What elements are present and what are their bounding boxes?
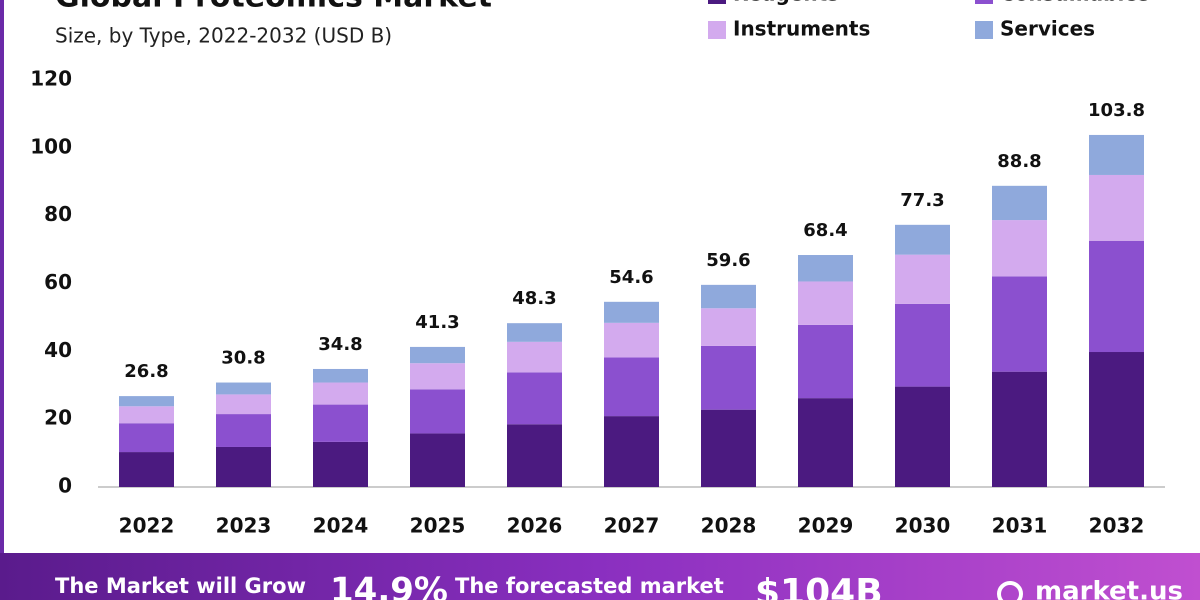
- bar-segment: [604, 416, 659, 487]
- x-tick-label: 2023: [216, 514, 272, 538]
- bar-segment: [992, 220, 1047, 277]
- x-tick-label: 2022: [119, 514, 175, 538]
- bar-segment: [895, 254, 950, 304]
- bar-segment: [701, 284, 756, 309]
- bar-segment: [992, 276, 1047, 372]
- bar-segment: [313, 441, 368, 487]
- legend-label: Services: [1000, 17, 1095, 41]
- bar-segment: [410, 389, 465, 434]
- bar-segment: [1089, 352, 1144, 487]
- total-label: 77.3: [900, 190, 944, 211]
- bar-segment: [992, 185, 1047, 221]
- x-tick-label: 2027: [604, 514, 660, 538]
- chart-title: Global Proteomics Market: [55, 0, 492, 15]
- x-tick-label: 2029: [798, 514, 854, 538]
- bar-segment: [1089, 174, 1144, 241]
- bar-segment: [216, 394, 271, 415]
- bar-segment: [895, 224, 950, 255]
- legend-swatch: [708, 0, 726, 4]
- bar-segment: [507, 323, 562, 342]
- total-label: 54.6: [609, 267, 653, 288]
- legend-swatch: [708, 21, 726, 39]
- total-label: 48.3: [512, 288, 556, 309]
- x-tick-label: 2026: [507, 514, 563, 538]
- bar-segment: [798, 281, 853, 325]
- bar-segment: [216, 414, 271, 447]
- total-label: 88.8: [997, 151, 1041, 172]
- bar-segment: [119, 452, 174, 487]
- banner-text: The Market will Grow: [55, 574, 306, 598]
- bar-segment: [604, 357, 659, 417]
- total-label: 103.8: [1088, 100, 1145, 121]
- x-tick-label: 2031: [992, 514, 1048, 538]
- bar-segment: [701, 409, 756, 487]
- bar-segment: [119, 406, 174, 424]
- bar-segment: [119, 423, 174, 453]
- legend: Reagents Consumables Instruments Services: [708, 0, 1150, 41]
- bar-segment: [798, 398, 853, 487]
- y-tick-label: 120: [30, 67, 72, 91]
- x-tick-label: 2025: [410, 514, 466, 538]
- bar-segment: [992, 371, 1047, 487]
- legend-label: Reagents: [733, 0, 839, 6]
- bar-segment: [313, 382, 368, 405]
- x-tick-label: 2024: [313, 514, 369, 538]
- y-tick-label: 80: [44, 202, 72, 226]
- y-tick-label: 40: [44, 338, 72, 362]
- bar-segment: [604, 322, 659, 358]
- y-tick-label: 60: [44, 270, 72, 294]
- banner-text: The forecasted market: [455, 574, 724, 598]
- bar-segment: [507, 341, 562, 373]
- bar-segment: [895, 303, 950, 387]
- total-label: 68.4: [803, 220, 847, 241]
- banner-cagr: 14.9%: [330, 571, 448, 600]
- bar-segment: [1089, 240, 1144, 353]
- legend-label: Consumables: [1000, 0, 1150, 6]
- bar-segment: [701, 308, 756, 346]
- total-label: 34.8: [318, 334, 362, 355]
- brand-logo: [997, 581, 1023, 600]
- bar-segment: [895, 386, 950, 487]
- total-label: 26.8: [124, 361, 168, 382]
- bar-segment: [410, 346, 465, 364]
- y-tick-label: 0: [58, 474, 72, 498]
- bar-segment: [798, 324, 853, 399]
- bar-segment: [313, 368, 368, 383]
- bar-segment: [1089, 134, 1144, 175]
- bar-segment: [507, 372, 562, 425]
- y-tick-label: 20: [44, 406, 72, 430]
- bar-segment: [410, 363, 465, 390]
- total-label: 59.6: [706, 250, 750, 271]
- legend-swatch: [975, 0, 993, 4]
- total-label: 41.3: [415, 312, 459, 333]
- y-tick-label: 100: [30, 134, 72, 158]
- bar-segment: [216, 446, 271, 487]
- bar-segment: [604, 301, 659, 323]
- bar-segment: [507, 424, 562, 487]
- bar-segment: [119, 396, 174, 407]
- x-tick-label: 2028: [701, 514, 757, 538]
- total-label: 30.8: [221, 348, 265, 369]
- bar-segment: [410, 433, 465, 487]
- bar-segment: [216, 382, 271, 395]
- bar-segment: [798, 255, 853, 282]
- banner-value: $104B: [755, 572, 883, 600]
- left-border: [0, 0, 4, 555]
- legend-swatch: [975, 21, 993, 39]
- bar-segment: [701, 345, 756, 410]
- x-tick-label: 2032: [1089, 514, 1145, 538]
- x-tick-label: 2030: [895, 514, 951, 538]
- brand: market.us: [1035, 577, 1183, 600]
- legend-label: Instruments: [733, 17, 870, 41]
- bar-segment: [313, 404, 368, 442]
- chart-subtitle: Size, by Type, 2022-2032 (USD B): [55, 24, 392, 48]
